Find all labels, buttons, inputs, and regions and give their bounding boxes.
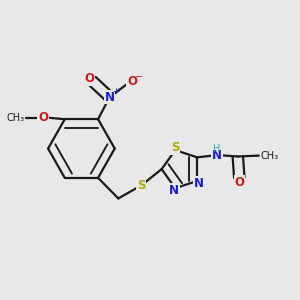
Text: H: H (213, 143, 221, 154)
Text: N: N (194, 177, 203, 190)
Text: CH₃: CH₃ (260, 151, 278, 160)
Text: +: + (112, 87, 120, 96)
Text: O: O (127, 75, 137, 88)
Text: CH₃: CH₃ (6, 113, 24, 123)
Text: S: S (171, 141, 179, 154)
Text: N: N (212, 148, 222, 161)
Text: S: S (137, 179, 146, 192)
Text: O: O (38, 111, 48, 124)
Text: −: − (135, 71, 143, 82)
Text: N: N (169, 184, 179, 197)
Text: O: O (234, 176, 244, 189)
Text: O: O (84, 72, 94, 85)
Text: N: N (105, 91, 115, 103)
